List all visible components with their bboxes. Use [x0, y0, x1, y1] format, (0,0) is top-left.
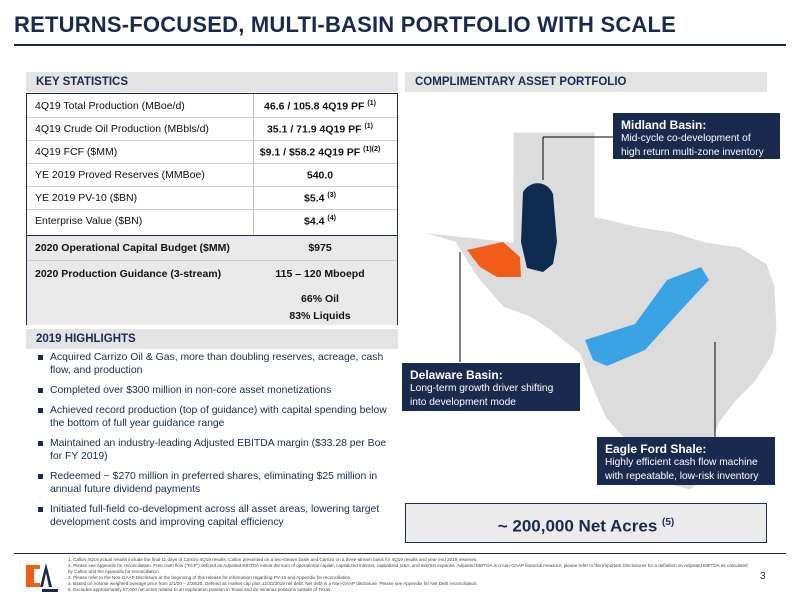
table-row: 4Q19 FCF ($MM) $9.1 / $58.2 4Q19 PF (1)(… [27, 140, 397, 164]
guidance-block: 2020 Operational Capital Budget ($MM) $9… [27, 235, 397, 325]
oil-percent: 66% Oil [301, 293, 339, 305]
footnote: 3. Please refer to the Non-GAAP Disclosu… [68, 575, 352, 580]
table-row: Enterprise Value ($BN) $4.4 (4) [27, 209, 397, 233]
texas-map [419, 131, 777, 491]
table-column-divider [253, 94, 254, 234]
stat-value: $4.4 (4) [304, 215, 336, 228]
budget-value: $975 [308, 242, 332, 254]
table-row: 83% Liquids [27, 304, 397, 328]
list-item: Redeemed ~ $270 million in preferred sha… [36, 470, 396, 496]
list-item: Initiated full-field co-development acro… [36, 503, 396, 529]
liquids-percent: 83% Liquids [289, 310, 351, 322]
footnote: 2. Please see Appendix for reconciliatio… [68, 563, 748, 574]
stat-value: $9.1 / $58.2 4Q19 PF (1)(2) [259, 146, 381, 159]
footnote: 4. Based on volume weighted average pric… [68, 581, 478, 586]
row-divider [27, 260, 397, 261]
row-divider [27, 140, 397, 141]
table-row: 66% Oil [27, 287, 397, 311]
table-row: YE 2019 PV-10 ($BN) $5.4 (3) [27, 186, 397, 210]
midland-desc-2: high return multi-zone inventory [621, 147, 764, 158]
delaware-desc-2: into development mode [410, 397, 516, 408]
row-divider [27, 117, 397, 118]
budget-label: 2020 Operational Capital Budget ($MM) [35, 242, 230, 254]
page-number: 3 [760, 571, 766, 582]
footnote: 1. Callon 4Q19 actual results include th… [68, 557, 478, 562]
table-row: 2020 Operational Capital Budget ($MM) $9… [27, 236, 397, 260]
midland-basin-area [521, 183, 557, 272]
table-row: 4Q19 Crude Oil Production (MBbls/d) 35.1… [27, 117, 397, 141]
stat-label: Enterprise Value ($BN) [35, 215, 143, 227]
midland-desc-1: Mid-cycle co-development of [621, 133, 751, 144]
delaware-title: Delaware Basin: [410, 368, 503, 382]
portfolio-heading: COMPLIMENTARY ASSET PORTFOLIO [405, 72, 767, 92]
eagle-ford-area [585, 267, 709, 366]
title-divider [14, 44, 786, 46]
row-divider [27, 163, 397, 164]
midland-basin-callout: Midland Basin: Mid-cycle co-development … [613, 113, 780, 159]
delaware-basin-area [467, 242, 521, 277]
texas-state-shape [419, 131, 777, 491]
stat-label: 4Q19 FCF ($MM) [35, 146, 118, 158]
list-item: Completed over $300 million in non-core … [36, 384, 396, 397]
eagle-ford-callout: Eagle Ford Shale: Highly efficient cash … [597, 437, 775, 485]
highlights-heading: 2019 HIGHLIGHTS [26, 329, 398, 349]
stat-label: YE 2019 Proved Reserves (MMBoe) [35, 169, 205, 181]
eagle-ford-desc-2: with repeatable, low-risk inventory [605, 471, 759, 482]
highlights-list: Acquired Carrizo Oil & Gas, more than do… [36, 351, 396, 536]
stat-value: $5.4 (3) [304, 192, 336, 205]
delaware-basin-callout: Delaware Basin: Long-term growth driver … [402, 363, 580, 411]
stat-value: 35.1 / 71.9 4Q19 PF (1) [266, 123, 374, 136]
footnote: 5. Excludes approximately 57,000 net acr… [68, 587, 332, 592]
table-row: 2020 Production Guidance (3-stream) 115 … [27, 262, 397, 286]
eagle-ford-desc-1: Highly efficient cash flow machine [605, 457, 758, 468]
row-divider [27, 186, 397, 187]
list-item: Maintained an industry-leading Adjusted … [36, 437, 396, 463]
guidance-value: 115 – 120 Mboepd [275, 268, 365, 280]
footnotes: 1. Callon 4Q19 actual results include th… [68, 557, 748, 593]
footer-divider [14, 553, 786, 554]
delaware-desc-1: Long-term growth driver shifting [410, 383, 554, 394]
stat-label: 4Q19 Total Production (MBoe/d) [35, 100, 185, 112]
key-statistics-heading: KEY STATISTICS [26, 72, 398, 92]
table-row: 4Q19 Total Production (MBoe/d) 46.6 / 10… [27, 94, 397, 118]
stat-value: 46.6 / 105.8 4Q19 PF (1) [264, 100, 376, 113]
guidance-label: 2020 Production Guidance (3-stream) [35, 268, 222, 280]
row-divider [27, 209, 397, 210]
list-item: Achieved record production (top of guida… [36, 404, 396, 430]
company-logo [26, 563, 58, 592]
net-acres-box: ~ 200,000 Net Acres (5) [405, 503, 767, 543]
stat-label: YE 2019 PV-10 ($BN) [35, 192, 138, 204]
list-item: Acquired Carrizo Oil & Gas, more than do… [36, 351, 396, 377]
eagle-ford-title: Eagle Ford Shale: [605, 442, 707, 456]
page-title: RETURNS-FOCUSED, MULTI-BASIN PORTFOLIO W… [14, 12, 677, 37]
midland-title: Midland Basin: [621, 118, 707, 132]
stat-label: 4Q19 Crude Oil Production (MBbls/d) [35, 123, 209, 135]
key-statistics-table: 4Q19 Total Production (MBoe/d) 46.6 / 10… [26, 93, 398, 325]
table-row: YE 2019 Proved Reserves (MMBoe) 540.0 [27, 163, 397, 187]
stat-value: 540.0 [306, 169, 334, 182]
